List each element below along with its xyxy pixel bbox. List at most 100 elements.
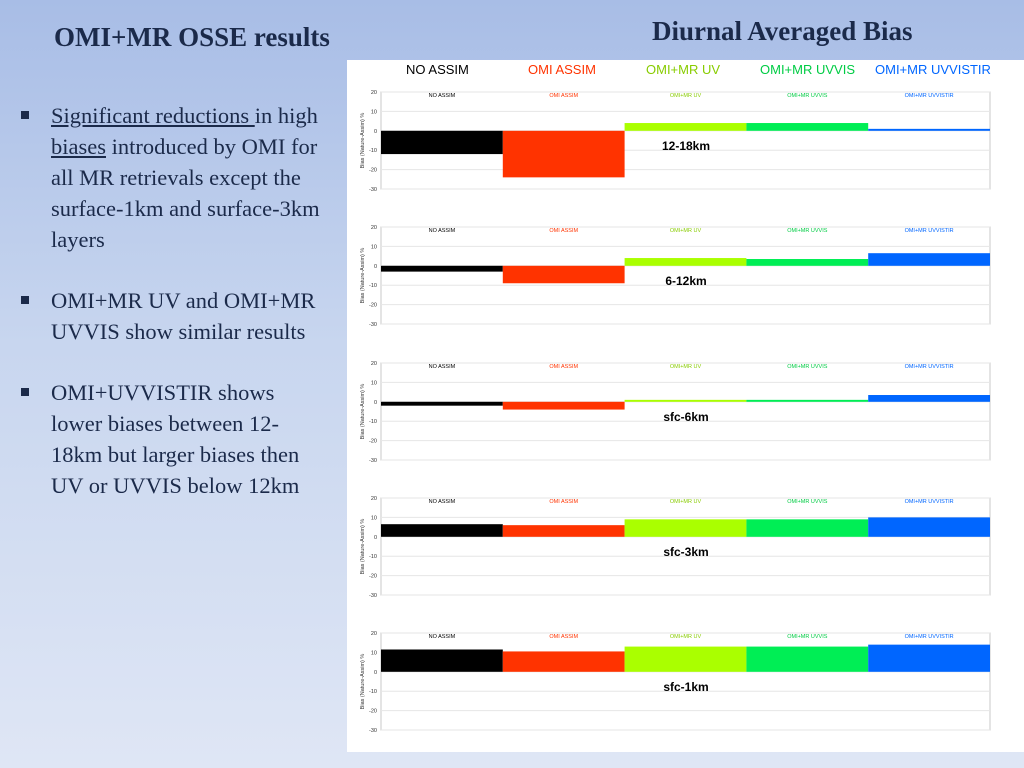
y-tick-label: 10 bbox=[371, 380, 377, 386]
category-label: OMI+MR UVVIS bbox=[787, 93, 828, 99]
bar-omi-mr-uv bbox=[624, 519, 747, 537]
panel-layer-label: sfc-3km bbox=[663, 545, 708, 559]
bullet-text: introduced by OMI for all MR retrievals … bbox=[51, 134, 320, 252]
y-tick-label: 20 bbox=[371, 496, 377, 502]
y-axis-label: Bias (Nature-Assim) % bbox=[360, 519, 366, 575]
y-tick-label: 10 bbox=[371, 515, 377, 521]
y-tick-label: 20 bbox=[371, 361, 377, 367]
bar-omi-mr-uvvistir bbox=[868, 644, 990, 672]
y-tick-label: 20 bbox=[371, 90, 377, 96]
category-label: OMI+MR UVVIS bbox=[787, 499, 828, 505]
y-tick-label: 20 bbox=[371, 225, 377, 231]
category-label: OMI+MR UV bbox=[670, 499, 702, 505]
y-tick-label: -20 bbox=[369, 303, 377, 309]
y-tick-label: 10 bbox=[371, 109, 377, 115]
bar-omi-assim bbox=[502, 265, 625, 284]
category-label: OMI ASSIM bbox=[549, 228, 578, 234]
plot-area bbox=[380, 226, 991, 325]
category-label: OMI+MR UV bbox=[670, 634, 702, 640]
bar-omi-mr-uvvis bbox=[746, 646, 869, 672]
y-tick-label: 0 bbox=[374, 129, 377, 135]
y-tick-label: -10 bbox=[369, 689, 377, 695]
category-label: OMI+MR UV bbox=[670, 364, 702, 370]
y-tick-label: -30 bbox=[369, 458, 377, 464]
bullet-underlined-text: biases bbox=[51, 134, 106, 159]
bullet-text: OMI+MR UV and OMI+MR UVVIS show similar … bbox=[51, 288, 316, 344]
category-label: OMI+MR UVVIS bbox=[787, 364, 828, 370]
y-tick-label: -10 bbox=[369, 419, 377, 425]
y-tick-label: 10 bbox=[371, 650, 377, 656]
bullet-list: Significant reductions in high biases in… bbox=[18, 100, 328, 531]
y-axis-label: Bias (Nature-Assim) % bbox=[360, 113, 366, 169]
bar-omi-mr-uvvistir bbox=[868, 517, 990, 537]
category-label: NO ASSIM bbox=[429, 228, 456, 234]
category-label: OMI+MR UVVISTIR bbox=[905, 93, 954, 99]
category-label: OMI+MR UVVIS bbox=[787, 634, 828, 640]
bullet-item: OMI+MR UV and OMI+MR UVVIS show similar … bbox=[18, 285, 328, 347]
bar-no-assim bbox=[381, 265, 503, 272]
category-label: NO ASSIM bbox=[429, 93, 456, 99]
bullet-item: Significant reductions in high biases in… bbox=[18, 100, 328, 255]
category-label: OMI+MR UVVISTIR bbox=[905, 228, 954, 234]
category-label: OMI+MR UV bbox=[670, 93, 702, 99]
bar-omi-mr-uvvistir bbox=[868, 395, 990, 402]
legend-omi-assim: OMI ASSIM bbox=[528, 62, 596, 77]
bullet-underlined-text: Significant reductions bbox=[51, 103, 255, 128]
bar-omi-mr-uvvis bbox=[746, 123, 869, 131]
bar-omi-assim bbox=[502, 130, 625, 178]
bar-omi-mr-uvvis bbox=[746, 399, 869, 402]
bar-omi-mr-uvvis bbox=[746, 519, 869, 537]
y-tick-label: 20 bbox=[371, 631, 377, 637]
bar-no-assim bbox=[381, 524, 503, 537]
panel-layer-label: 12-18km bbox=[662, 139, 710, 153]
y-tick-label: 0 bbox=[374, 670, 377, 676]
category-label: NO ASSIM bbox=[429, 634, 456, 640]
chart-title: Diurnal Averaged Bias bbox=[652, 16, 913, 46]
y-tick-label: -30 bbox=[369, 728, 377, 734]
plot-area bbox=[380, 362, 991, 461]
legend-omi-mr-uv: OMI+MR UV bbox=[646, 62, 721, 77]
bar-omi-mr-uv bbox=[624, 258, 747, 266]
y-tick-label: -10 bbox=[369, 554, 377, 560]
category-label: OMI+MR UVVISTIR bbox=[905, 634, 954, 640]
y-tick-label: -10 bbox=[369, 283, 377, 289]
y-tick-label: 0 bbox=[374, 535, 377, 541]
legend-no-assim: NO ASSIM bbox=[406, 62, 469, 77]
bar-omi-assim bbox=[502, 401, 625, 410]
bar-no-assim bbox=[381, 130, 503, 155]
bar-no-assim bbox=[381, 649, 503, 672]
plot-area bbox=[380, 497, 991, 596]
bar-omi-assim bbox=[502, 525, 625, 537]
panel-layer-label: 6-12km bbox=[665, 274, 706, 288]
bar-omi-mr-uv bbox=[624, 646, 747, 672]
category-label: OMI+MR UVVISTIR bbox=[905, 499, 954, 505]
bar-omi-mr-uv bbox=[624, 399, 747, 402]
y-tick-label: -30 bbox=[369, 593, 377, 599]
bar-no-assim bbox=[381, 401, 503, 406]
category-label: OMI+MR UVVISTIR bbox=[905, 364, 954, 370]
y-tick-label: -20 bbox=[369, 168, 377, 174]
panel-layer-label: sfc-6km bbox=[663, 410, 708, 424]
y-tick-label: 0 bbox=[374, 264, 377, 270]
category-label: OMI ASSIM bbox=[549, 634, 578, 640]
y-tick-label: -20 bbox=[369, 574, 377, 580]
category-label: OMI+MR UVVIS bbox=[787, 228, 828, 234]
y-tick-label: -20 bbox=[369, 709, 377, 715]
legend-omi-mr-uvvistir: OMI+MR UVVISTIR bbox=[875, 62, 991, 77]
bar-omi-assim bbox=[502, 651, 625, 672]
category-label: NO ASSIM bbox=[429, 364, 456, 370]
bar-omi-mr-uvvis bbox=[746, 259, 869, 266]
bar-omi-mr-uv bbox=[624, 123, 747, 131]
y-axis-label: Bias (Nature-Assim) % bbox=[360, 654, 366, 710]
category-label: OMI ASSIM bbox=[549, 93, 578, 99]
bar-omi-mr-uvvistir bbox=[868, 128, 990, 131]
y-tick-label: -20 bbox=[369, 439, 377, 445]
y-tick-label: 10 bbox=[371, 244, 377, 250]
y-tick-label: -10 bbox=[369, 148, 377, 154]
bullet-text: OMI+UVVISTIR shows lower biases between … bbox=[51, 380, 300, 498]
bullet-item: OMI+UVVISTIR shows lower biases between … bbox=[18, 377, 328, 501]
bullet-text: in high bbox=[254, 103, 318, 128]
category-label: OMI+MR UV bbox=[670, 228, 702, 234]
y-tick-label: -30 bbox=[369, 322, 377, 328]
y-axis-label: Bias (Nature-Assim) % bbox=[360, 384, 366, 440]
